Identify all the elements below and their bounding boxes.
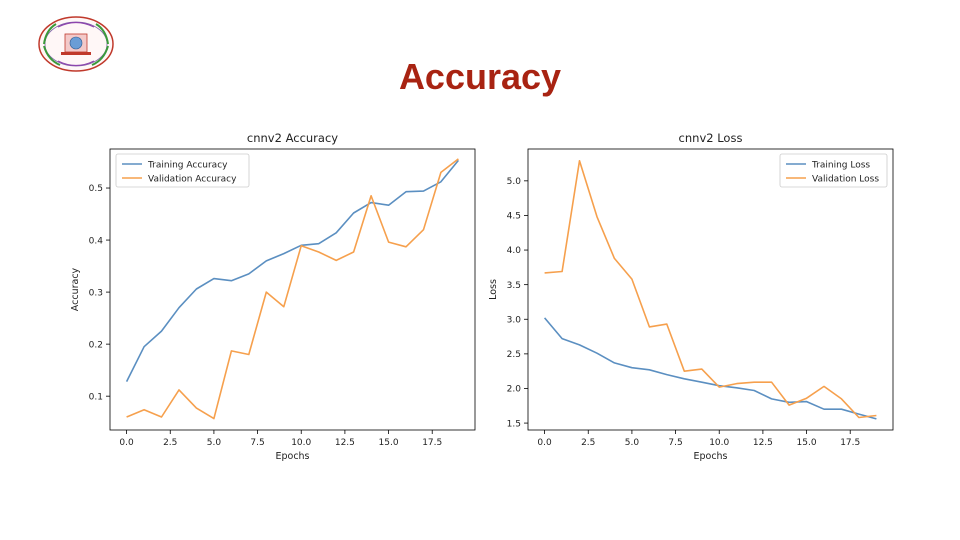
chart-title: cnnv2 Accuracy xyxy=(247,131,338,145)
series-line-0 xyxy=(125,159,460,382)
x-tick-label: 2.5 xyxy=(581,438,595,448)
y-axis-label: Loss xyxy=(488,279,499,300)
x-tick-label: 15.0 xyxy=(379,438,399,448)
series-line-0 xyxy=(543,317,877,420)
legend-label-1: Validation Accuracy xyxy=(148,174,237,184)
loss-chart: cnnv2 Loss 0.0 2.5 5.0 7.5 10.0 12.5 15.0 17.5 1.… xyxy=(478,126,918,471)
y-tick-label: 0.3 xyxy=(89,288,103,298)
y-tick-label: 4.0 xyxy=(507,246,522,256)
y-tick-label: 4.5 xyxy=(507,212,521,222)
x-tick-label: 0.0 xyxy=(119,438,134,448)
x-tick-label: 17.5 xyxy=(840,438,860,448)
y-tick-label: 1.5 xyxy=(507,419,521,429)
y-tick-label: 2.5 xyxy=(507,350,521,360)
y-tick-label: 3.5 xyxy=(507,281,521,291)
plot-frame xyxy=(527,148,894,431)
legend-label-1: Validation Loss xyxy=(812,174,879,184)
x-tick-label: 2.5 xyxy=(163,438,177,448)
slide-title: Accuracy xyxy=(398,56,562,97)
y-tick-label: 0.5 xyxy=(89,184,103,194)
chart-svg: cnnv2 Loss 0.0 2.5 5.0 7.5 10.0 12.5 15.0 17.5 1.… xyxy=(488,131,894,462)
legend-box xyxy=(779,153,888,188)
legend-label-0: Training Loss xyxy=(811,160,870,170)
x-tick-label: 10.0 xyxy=(709,438,729,448)
y-tick-label: 0.2 xyxy=(89,340,103,350)
series-line-1 xyxy=(126,158,459,420)
y-tick-label: 3.0 xyxy=(507,315,522,325)
legend-box xyxy=(115,153,250,188)
x-tick-label: 0.0 xyxy=(537,438,552,448)
accuracy-chart: cnnv2 Accuracy 0.0 2.5 5.0 7.5 10.0 12.5 15.0 17… xyxy=(60,126,500,471)
x-tick-label: 7.5 xyxy=(668,438,682,448)
plot-frame xyxy=(109,148,476,431)
x-tick-label: 5.0 xyxy=(207,438,222,448)
legend-label-0: Training Accuracy xyxy=(147,160,228,170)
x-axis-label: Epochs xyxy=(275,451,309,462)
y-tick-label: 2.0 xyxy=(507,385,522,395)
chart-svg: cnnv2 Accuracy 0.0 2.5 5.0 7.5 10.0 12.5 15.0 17… xyxy=(70,131,476,462)
x-tick-label: 12.5 xyxy=(335,438,355,448)
x-tick-label: 5.0 xyxy=(625,438,640,448)
y-axis-label: Accuracy xyxy=(70,267,81,311)
series-line-1 xyxy=(544,159,877,419)
x-axis-label: Epochs xyxy=(693,451,727,462)
university-logo xyxy=(38,16,114,72)
y-tick-label: 5.0 xyxy=(507,177,522,187)
y-tick-label: 0.4 xyxy=(89,236,104,246)
x-tick-label: 7.5 xyxy=(250,438,264,448)
x-tick-label: 15.0 xyxy=(797,438,817,448)
x-tick-label: 12.5 xyxy=(753,438,773,448)
y-tick-label: 0.1 xyxy=(89,392,103,402)
x-tick-label: 10.0 xyxy=(291,438,311,448)
chart-title: cnnv2 Loss xyxy=(679,131,743,145)
x-tick-label: 17.5 xyxy=(422,438,442,448)
